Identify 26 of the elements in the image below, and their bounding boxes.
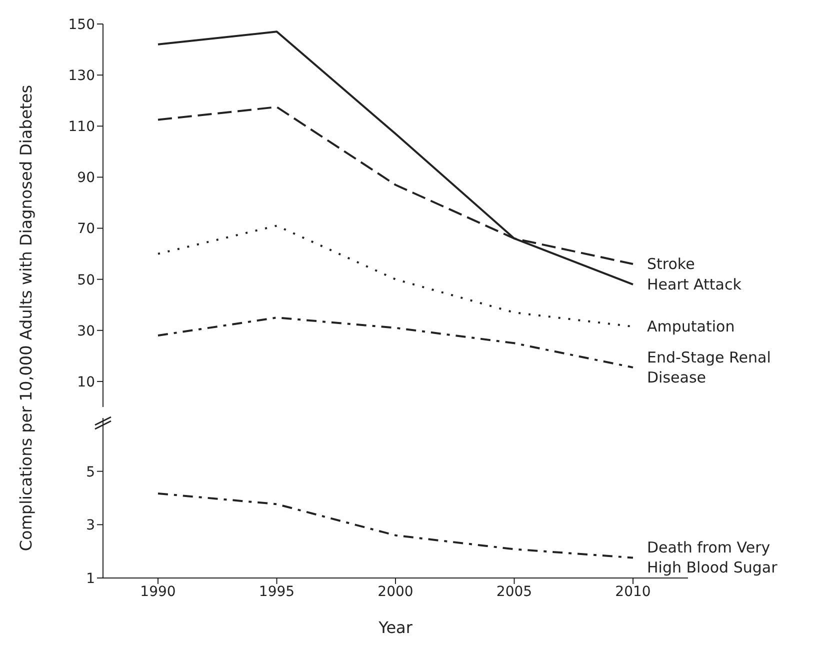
y-tick-label: 5: [86, 464, 95, 480]
y-tick-label: 90: [77, 170, 95, 186]
series-label: End-Stage Renal Disease: [647, 348, 771, 386]
y-tick-label: 30: [77, 323, 95, 340]
x-tick-label: 2010: [615, 584, 651, 600]
line-series: [157, 492, 634, 559]
y-tick-label: 70: [77, 221, 95, 238]
line-series: [157, 30, 634, 286]
y-tick-label: 130: [68, 68, 95, 84]
y-tick-label: 50: [77, 272, 95, 288]
x-tick-label: 1995: [258, 584, 295, 600]
y-tick-label: 150: [68, 16, 95, 33]
series-label: Heart Attack: [647, 275, 742, 294]
x-tick-label: 2000: [378, 584, 414, 600]
line-series: [157, 316, 634, 368]
y-tick-label: 1: [86, 570, 95, 587]
series-label: Stroke: [647, 255, 695, 274]
y-tick-label: 3: [86, 518, 95, 534]
x-tick-label: 1990: [140, 584, 176, 600]
y-tick-label: 10: [77, 374, 95, 390]
y-tick-label: 110: [68, 119, 95, 136]
x-tick-label: 2005: [496, 584, 532, 600]
y-axis-title: Complications per 10,000 Adults with Diagnosed Diabetes: [16, 84, 36, 552]
series-label: Amputation: [647, 318, 735, 336]
x-axis-title: Year: [378, 618, 413, 637]
series-label: Death from Very High Blood Sugar: [647, 538, 778, 577]
